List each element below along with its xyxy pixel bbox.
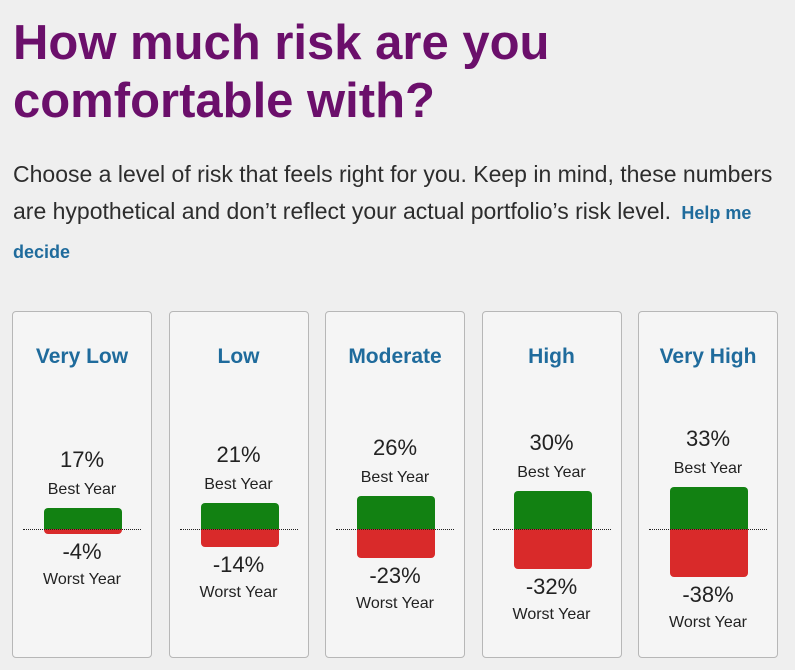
help-me-decide-link[interactable]: Help me decide	[13, 203, 752, 262]
worst-year-label: Worst Year	[356, 594, 434, 612]
best-year-label: Best Year	[517, 464, 586, 482]
zero-baseline	[649, 529, 767, 530]
risk-card-very-low[interactable]: Very Low Best Year 17% -4% Worst Year	[12, 311, 152, 658]
worst-year-value: -4%	[62, 539, 102, 565]
worst-year-label: Worst Year	[43, 571, 121, 589]
page-title: How much risk are you comfortable with?	[13, 16, 550, 128]
zero-baseline	[492, 529, 611, 530]
best-year-bar	[670, 487, 748, 529]
best-year-value: 17%	[59, 446, 105, 472]
best-year-value: 26%	[372, 435, 418, 461]
best-year-bar	[44, 507, 122, 529]
best-year-label: Best Year	[47, 480, 117, 498]
risk-card-high[interactable]: High Best Year 30% -32% Worst Year	[481, 311, 622, 658]
risk-level-name: Low	[217, 345, 260, 368]
worst-year-bar	[44, 529, 122, 535]
worst-year-value: -38%	[682, 581, 734, 607]
best-year-value: 33%	[685, 426, 731, 452]
best-year-bar	[357, 496, 435, 529]
risk-level-name: Very High	[659, 345, 757, 368]
worst-year-bar	[670, 529, 748, 577]
worst-year-bar	[357, 529, 435, 558]
best-year-bar	[200, 502, 279, 529]
zero-baseline	[179, 529, 298, 530]
best-year-value: 21%	[216, 441, 261, 467]
worst-year-value: -23%	[369, 562, 421, 588]
risk-card-low[interactable]: Low Best Year 21% -14% Worst Year	[168, 311, 309, 658]
worst-year-label: Worst Year	[669, 613, 747, 631]
zero-baseline	[336, 529, 454, 530]
risk-level-name: Moderate	[348, 345, 442, 368]
risk-card-moderate[interactable]: Moderate Best Year 26% -23% Worst Year	[325, 311, 465, 658]
worst-year-bar	[513, 529, 592, 570]
worst-year-label: Worst Year	[199, 583, 278, 601]
page-description: Choose a level of risk that feels right …	[13, 156, 783, 271]
best-year-value: 30%	[529, 430, 574, 456]
best-year-label: Best Year	[204, 475, 273, 493]
worst-year-value: -32%	[525, 574, 578, 600]
zero-baseline	[23, 529, 141, 530]
best-year-label: Best Year	[673, 460, 743, 478]
description-text: Choose a level of risk that feels right …	[13, 161, 773, 224]
best-year-bar	[513, 491, 592, 529]
worst-year-label: Worst Year	[512, 606, 591, 624]
worst-year-bar	[200, 529, 279, 547]
risk-card-very-high[interactable]: Very High Best Year 33% -38% Worst Year	[638, 311, 778, 658]
risk-level-name: High	[528, 345, 575, 368]
risk-level-name: Very Low	[35, 345, 129, 368]
best-year-label: Best Year	[360, 469, 430, 487]
worst-year-value: -14%	[212, 551, 265, 577]
